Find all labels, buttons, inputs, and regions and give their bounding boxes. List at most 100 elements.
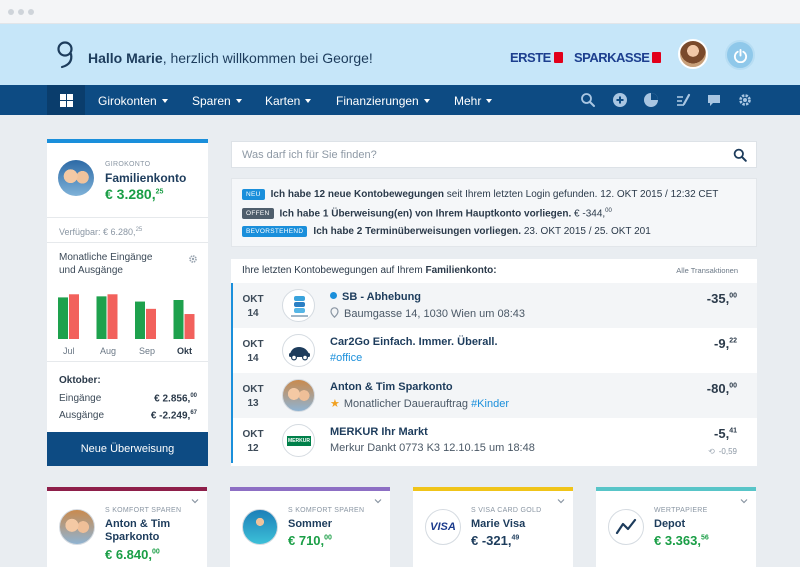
nav-sparen[interactable]: Sparen (192, 94, 242, 108)
user-avatar[interactable] (678, 39, 708, 69)
notification-item[interactable]: OFFEN Ich habe 1 Überweisung(en) von Ihre… (242, 208, 612, 220)
transaction-row[interactable]: OKT 12 MERKUR MERKUR Ihr Markt Merkur Dan… (231, 418, 757, 463)
chevron-down-icon (235, 99, 242, 103)
search-icon[interactable] (733, 148, 747, 162)
s-logo-icon (553, 52, 563, 63)
account-card[interactable]: GIROKONTO Familienkonto € 3.280,25 Verfü… (47, 139, 208, 466)
trend-chart-icon (608, 509, 644, 545)
transaction-subtitle: Baumgasse 14, 1030 Wien um 08:43 (330, 307, 525, 320)
transaction-date: OKT 14 (242, 339, 264, 364)
unread-marker (231, 373, 233, 418)
search-bar (231, 141, 757, 168)
transaction-date: OKT 12 (242, 429, 264, 454)
unread-marker (231, 418, 233, 463)
gear-icon[interactable] (188, 254, 198, 264)
divider (47, 361, 208, 362)
grid-icon (67, 94, 73, 100)
add-icon[interactable] (612, 92, 628, 108)
nav-girokonten[interactable]: Girokonten (98, 94, 168, 108)
nav-karten[interactable]: Karten (265, 94, 312, 108)
available-amount: Verfügbar: € 6.280,25 (59, 227, 143, 237)
bar-sep-income (135, 301, 145, 339)
bar-sep-expense (146, 308, 156, 339)
bar-okt-income (173, 300, 184, 339)
cashback-icon: ⟲ (708, 447, 715, 456)
chevron-down-icon[interactable] (740, 497, 748, 505)
signature-icon[interactable] (675, 92, 691, 108)
chevron-down-icon[interactable] (374, 497, 382, 505)
transaction-subtitle: Merkur Dankt 0773 K3 12.10.15 um 18:48 (330, 442, 535, 454)
account-name: Familienkonto (105, 171, 187, 185)
erste-logo: ERSTE (510, 50, 563, 65)
transaction-date: OKT 13 (242, 384, 264, 409)
transaction-date: OKT 14 (242, 294, 264, 319)
card-name: Sommer (288, 518, 333, 530)
bar-jul-income (58, 297, 68, 339)
chat-icon[interactable] (706, 92, 722, 108)
income-value: € 2.856,00 (154, 393, 197, 405)
s-logo-icon (652, 52, 662, 63)
unread-marker (231, 328, 233, 373)
card-name: Depot (654, 518, 686, 530)
grid-icon (60, 101, 66, 107)
income-expense-chart (58, 294, 195, 339)
account-balance: € 3.280,25 (105, 186, 164, 202)
window-dot (8, 9, 14, 15)
unread-marker (231, 283, 233, 328)
logout-button[interactable] (725, 40, 755, 70)
transaction-row[interactable]: OKT 14 SB - Abhebung Baumgasse 14, 1030 W… (231, 283, 757, 328)
product-card-summer-savings[interactable]: S KOMFORT SPAREN Sommer € 710,00 (230, 487, 390, 567)
transaction-title: Anton & Tim Sparkonto (330, 381, 453, 393)
card-balance: € -321,49 (471, 533, 520, 548)
notification-item[interactable]: NEU Ich habe 12 neue Kontobewegungen seit… (242, 189, 718, 200)
month-label-aug: Aug (100, 346, 117, 356)
transaction-row[interactable]: OKT 13 Anton & Tim Sparkonto ★ Monatlicher… (231, 373, 757, 418)
card-type: S KOMFORT SPAREN (105, 507, 182, 514)
search-icon[interactable] (580, 92, 596, 108)
card-type: WERTPAPIERE (654, 507, 708, 514)
chevron-down-icon[interactable] (557, 497, 565, 505)
notification-item[interactable]: BEVORSTEHEND Ich habe 2 Terminüberweisung… (242, 226, 651, 237)
account-type: GIROKONTO (105, 161, 151, 168)
nav-mehr[interactable]: Mehr (454, 94, 493, 108)
badge-new: NEU (242, 189, 265, 200)
transaction-subtitle: ★ Monatlicher Dauerauftrag #Kinder (330, 398, 509, 410)
product-card-depot[interactable]: WERTPAPIERE Depot € 3.363,56 (596, 487, 756, 567)
product-card-visa[interactable]: VISA S VISA CARD GOLD Marie Visa € -321,… (413, 487, 573, 567)
settings-icon[interactable] (737, 92, 753, 108)
app-header: Hallo Marie, herzlich willkommen bei Geo… (0, 24, 800, 85)
product-card-kids-savings[interactable]: S KOMFORT SPAREN Anton & Tim Sparkonto €… (47, 487, 207, 567)
transaction-title: Car2Go Einfach. Immer. Überall. (330, 336, 498, 348)
nav-finanzierungen[interactable]: Finanzierungen (336, 94, 430, 108)
all-transactions-link[interactable]: Alle Transaktionen (676, 266, 738, 275)
chevron-down-icon (305, 99, 312, 103)
power-icon (733, 48, 748, 63)
card-type: S VISA CARD GOLD (471, 507, 542, 514)
search-input[interactable] (242, 147, 712, 163)
status-dot-icon (330, 292, 337, 299)
transaction-amount: -9,22 (714, 336, 737, 351)
transactions-panel: Ihre letzten Kontobewegungen auf Ihrem F… (231, 259, 757, 466)
new-transfer-button[interactable]: Neue Überweisung (47, 432, 208, 466)
notifications-panel: NEU Ich habe 12 neue Kontobewegungen seit… (231, 178, 757, 247)
expenses-value: € -2.249,67 (150, 410, 197, 422)
dashboard-button[interactable] (47, 85, 85, 115)
statistics-icon[interactable] (643, 92, 659, 108)
expenses-label: Ausgänge (59, 410, 105, 421)
badge-upcoming: BEVORSTEHEND (242, 226, 308, 237)
month-label-sep: Sep (139, 346, 156, 356)
transaction-tag[interactable]: #Kinder (471, 398, 509, 410)
cashback-amount: ⟲ -0,59 (708, 447, 737, 456)
star-icon: ★ (330, 398, 340, 410)
car-icon (282, 334, 315, 367)
transaction-row[interactable]: OKT 14 Car2Go Einfach. Immer. Überall. #o… (231, 328, 757, 373)
chevron-down-icon (423, 99, 430, 103)
transaction-subtitle: #office (330, 352, 362, 364)
transaction-tag[interactable]: #office (330, 352, 363, 364)
badge-open: OFFEN (242, 208, 274, 220)
george-logo-icon[interactable] (56, 40, 78, 70)
month-label-jul: Jul (63, 346, 75, 356)
chevron-down-icon[interactable] (191, 497, 199, 505)
transaction-amount: -35,00 (706, 291, 737, 306)
transaction-amount: -5,41 (714, 426, 737, 441)
